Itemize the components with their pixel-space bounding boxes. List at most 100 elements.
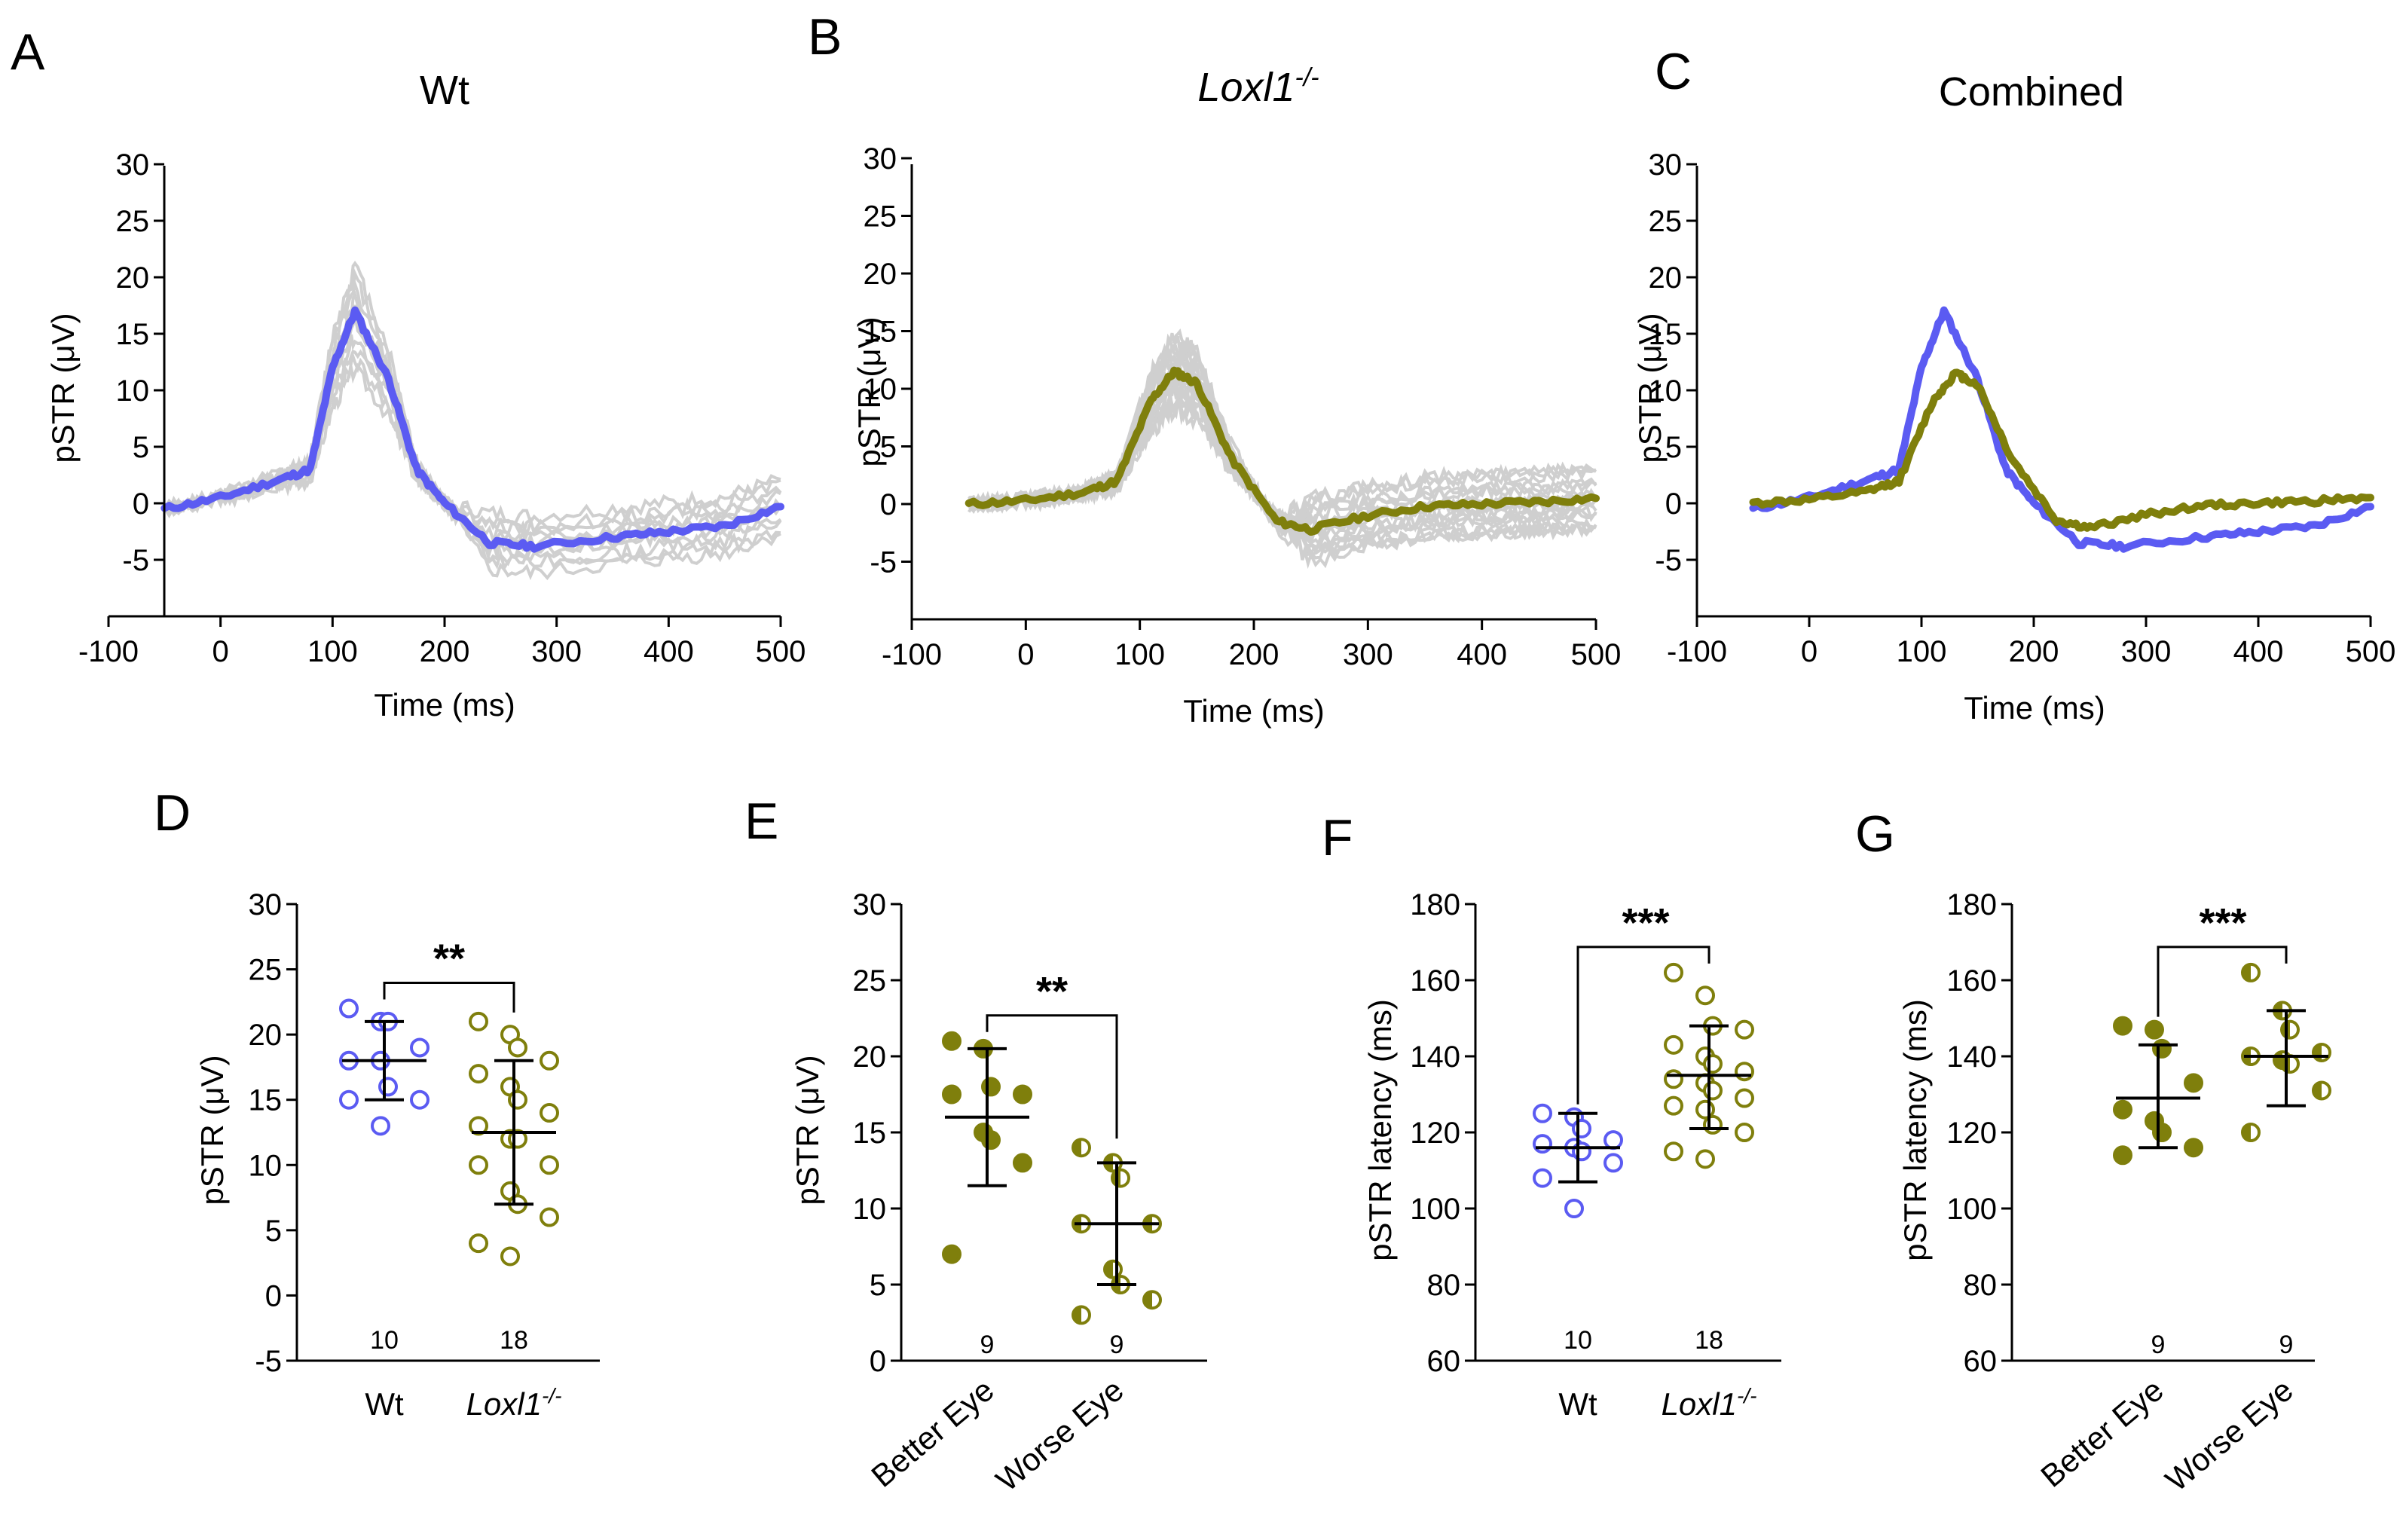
panel-g-point <box>2113 1099 2132 1120</box>
panel-d: -5 0 5 10 15 20 25 30 pSTR (μV) 10 18 Wt Loxl1-… <box>194 888 600 1422</box>
panel-g-ytick-label: 180 <box>1946 888 1997 921</box>
panel-e-point <box>1142 1290 1162 1310</box>
panel-d-group-loxl1-sup: -/- <box>542 1384 561 1407</box>
panel-c-ytick-label: 5 <box>1665 431 1682 464</box>
panel-d-point <box>540 1207 559 1227</box>
panel-f-point <box>1703 1114 1723 1135</box>
panel-f-ytick-label: 100 <box>1410 1193 1460 1226</box>
panel-g-point <box>2312 1080 2331 1101</box>
panel-c-xtick-label: 0 <box>1801 635 1817 668</box>
panel-f-ytick-label: 80 <box>1427 1269 1461 1302</box>
panel-g-significance: *** <box>2199 900 2246 946</box>
panel-a-ytick-label: 25 <box>116 205 150 238</box>
panel-e-point <box>942 1084 961 1105</box>
panel-label-b: B <box>808 8 842 66</box>
panel-b-ytick-label: -5 <box>870 546 897 579</box>
panel-a-xtick-label: 200 <box>420 635 470 668</box>
panel-c-mean-line <box>1749 306 2374 553</box>
panel-f-n-wt: 10 <box>1564 1326 1592 1355</box>
panel-f-n-loxl1: 18 <box>1695 1326 1723 1355</box>
panel-d-point <box>540 1050 559 1071</box>
panel-f-y-label: pSTR latency (ms) <box>1362 999 1398 1261</box>
panel-g-point <box>2184 1138 2203 1158</box>
panel-e-y-label: pSTR (μV) <box>790 1055 825 1205</box>
panel-d-point <box>508 1089 527 1110</box>
panel-c-y-label: pSTR (μV) <box>1632 313 1668 463</box>
panel-a-xtick-label: 100 <box>307 635 358 668</box>
panel-f-ytick-label: 120 <box>1410 1117 1460 1150</box>
panel-f-point <box>1533 1134 1552 1154</box>
panel-f-point <box>1664 1095 1683 1116</box>
panel-f-point <box>1735 1123 1754 1142</box>
panel-d-point <box>540 1155 559 1175</box>
panel-f-point <box>1735 1019 1754 1040</box>
panel-d-point <box>410 1037 430 1058</box>
panel-d-point <box>469 1064 488 1084</box>
panel-c-xtick-label: 100 <box>1897 635 1947 668</box>
panel-e-significance: ** <box>1036 969 1068 1014</box>
panel-d-y-label: pSTR (μV) <box>194 1055 230 1205</box>
panel-b-ytick-label: 30 <box>864 142 897 176</box>
panel-f-significance: *** <box>1622 900 1669 946</box>
panel-a-ytick-label: 5 <box>133 431 149 464</box>
panel-b-ytick-label: 25 <box>864 200 897 234</box>
panel-d-n-wt: 10 <box>370 1326 399 1355</box>
panel-f-point <box>1664 962 1683 982</box>
panel-f-bracket <box>1576 946 1710 1105</box>
panel-c-ytick-label: 30 <box>1649 148 1683 182</box>
panel-g-ytick-label: 140 <box>1946 1040 1997 1074</box>
panel-d-point <box>469 1233 488 1254</box>
panel-e-group-better: Better Eye <box>864 1372 1000 1494</box>
panel-e-point <box>981 1077 1001 1097</box>
panel-c-ytick-label: 20 <box>1649 261 1683 295</box>
panel-e-n-better: 9 <box>980 1331 995 1359</box>
panel-b-ytick-label: 5 <box>880 431 897 464</box>
panel-g-point <box>2312 1042 2331 1062</box>
panel-e-ytick-label: 5 <box>870 1269 886 1302</box>
panel-b-title-sup: -/- <box>1295 63 1319 92</box>
panel-e-point <box>942 1244 961 1264</box>
panel-e-group-worse: Worse Eye <box>989 1372 1130 1499</box>
panel-f-point <box>1735 1062 1754 1082</box>
panel-f-point <box>1664 1141 1683 1162</box>
panel-f-point <box>1572 1118 1591 1138</box>
panel-g-point <box>2184 1073 2203 1093</box>
panel-d-point <box>339 1089 359 1110</box>
panel-d-point <box>469 1116 488 1136</box>
panel-g-point <box>2241 1123 2261 1142</box>
panel-a-ytick-label: 0 <box>133 487 149 521</box>
panel-d-point <box>469 1155 488 1175</box>
panel-e-point-half <box>1144 1291 1152 1309</box>
panel-a-xtick-label: 300 <box>531 635 582 668</box>
panel-g-point-half <box>2242 1124 2251 1141</box>
panel-d-point <box>410 1089 430 1110</box>
panel-e-ytick-label: 15 <box>853 1117 887 1150</box>
panel-a-ytick-label: -5 <box>122 544 149 577</box>
panel-c-xtick-label: 500 <box>2346 635 2396 668</box>
panel-g-n-worse: 9 <box>2279 1331 2294 1359</box>
panel-c-xtick-label: -100 <box>1667 635 1727 668</box>
panel-e-point <box>1072 1305 1091 1325</box>
panel-d-ytick-label: 30 <box>249 888 283 921</box>
panel-label-a: A <box>11 23 45 81</box>
panel-c-title: Combined <box>1939 69 2124 115</box>
panel-c-xtick-label: 300 <box>2121 635 2172 668</box>
panel-g-ytick-label: 120 <box>1946 1117 1997 1150</box>
panel-b-xtick-label: 400 <box>1457 638 1507 671</box>
panel-e-point <box>1013 1153 1032 1173</box>
panel-g-point <box>2280 1019 2300 1040</box>
panel-g-point <box>2280 1054 2300 1074</box>
panel-f-point <box>1533 1103 1552 1123</box>
panel-f-point <box>1695 985 1715 1006</box>
panel-e-point-half <box>1105 1260 1113 1278</box>
panel-f-ytick-label: 60 <box>1427 1345 1461 1378</box>
panel-g-point <box>2241 962 2261 982</box>
panel-b-ytick-label: 15 <box>864 316 897 349</box>
panel-b-xtick-label: 500 <box>1571 638 1622 671</box>
panel-f-point <box>1603 1130 1623 1150</box>
panel-c-mean <box>1749 306 2374 553</box>
panel-e-ytick-label: 0 <box>870 1345 886 1378</box>
panel-g-ytick-label: 100 <box>1946 1193 1997 1226</box>
panel-d-group-loxl1-main: Loxl1 <box>466 1386 542 1422</box>
